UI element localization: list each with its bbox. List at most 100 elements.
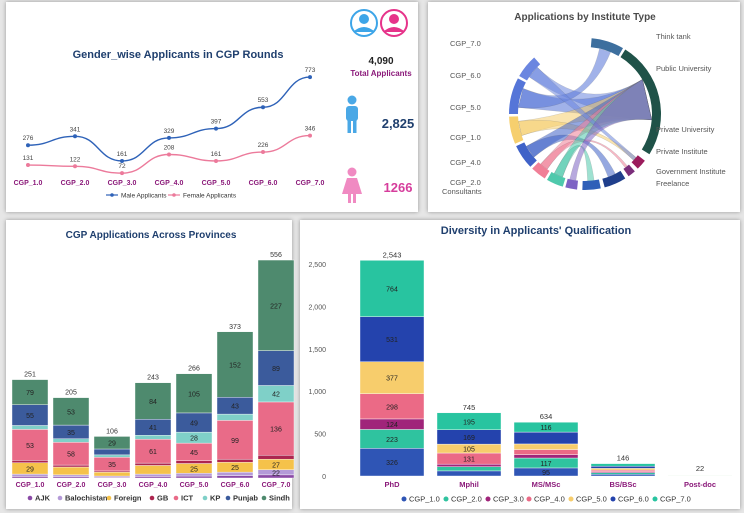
data-label: 553 <box>258 97 269 104</box>
segment-label: 124 <box>386 422 398 429</box>
chord-node-label: Public University <box>656 64 712 73</box>
bar-segment <box>134 382 172 420</box>
segment-label: 35 <box>67 430 75 437</box>
legend-label: Sindh <box>269 494 290 503</box>
bar-segment <box>134 476 172 479</box>
segment-label: 377 <box>386 376 398 383</box>
segment-label: 27 <box>272 462 280 469</box>
segment-label: 169 <box>463 435 475 442</box>
chord-arc-right <box>623 164 635 177</box>
data-label: 773 <box>305 67 316 74</box>
chord-arc-left <box>565 178 578 190</box>
segment-label: 152 <box>229 363 241 370</box>
bar-segment <box>359 393 425 420</box>
data-point <box>261 105 265 110</box>
data-label: 276 <box>23 135 34 142</box>
bar-segment <box>175 473 213 477</box>
data-point <box>261 150 265 155</box>
segment-label: 53 <box>67 409 75 416</box>
institute-panel: Applications by Institute Type CGP_7.0 CGP… <box>428 2 740 212</box>
x-tick-label: CGP_1.0 <box>16 482 45 489</box>
legend-marker <box>261 495 267 501</box>
chord-arc-right <box>631 155 645 169</box>
legend-marker <box>526 496 532 502</box>
bar-segment <box>134 465 172 475</box>
male-count: 2,825 <box>382 116 415 131</box>
bar-segment <box>52 466 90 476</box>
bar-segment <box>216 331 254 398</box>
legend-marker <box>27 495 33 501</box>
bar-segment <box>93 454 131 458</box>
legend-label: Foreign <box>114 494 142 503</box>
bar-total-label: 146 <box>617 454 630 463</box>
legend-marker <box>443 496 449 502</box>
segment-label: 105 <box>188 391 200 398</box>
y-tick-label: 1,500 <box>308 347 326 354</box>
y-tick-label: 2,500 <box>308 262 326 269</box>
female-figure-dress <box>342 178 362 194</box>
chord-node-label: Think tank <box>656 32 691 41</box>
male-figure-leg <box>347 120 351 133</box>
x-tick-label: CGP_5.0 <box>202 180 231 187</box>
bar-segment <box>590 463 656 467</box>
bar-segment <box>590 474 656 477</box>
legend-label: CGP_2.0 <box>451 495 482 504</box>
chord-node-label: CGP_1.0 <box>450 133 481 142</box>
segment-label: 117 <box>540 461 551 468</box>
institute-chord-chart: Applications by Institute Type CGP_7.0 CGP… <box>442 12 726 196</box>
chord-arc-left <box>547 172 566 187</box>
x-tick-label: CGP_5.0 <box>180 482 209 489</box>
legend-label: CGP_3.0 <box>493 495 524 504</box>
provinces-panel: CGP Applications Across Provinces 29 53 55 7… <box>6 220 295 509</box>
data-point <box>167 135 171 140</box>
y-tick-label: 500 <box>314 432 326 439</box>
legend-marker <box>610 496 616 502</box>
legend-label: KP <box>210 494 220 503</box>
chart-title: Gender_wise Applicants in CGP Rounds <box>73 49 284 61</box>
bar-segment <box>513 431 579 445</box>
male-figure-icon <box>347 95 357 105</box>
segment-label: 531 <box>386 337 398 344</box>
segment-label: 43 <box>231 404 239 411</box>
chart-title: Diversity in Applicants' Qualification <box>441 225 632 237</box>
x-tick-label: CGP_1.0 <box>14 180 43 187</box>
data-point <box>73 134 77 139</box>
segment-label: 58 <box>67 452 75 459</box>
chord-arc-right <box>590 38 623 56</box>
bar-segment <box>216 413 254 421</box>
bar-segment <box>175 373 213 414</box>
segment-label: 29 <box>26 466 34 473</box>
data-label: 122 <box>70 156 81 163</box>
bar-segment <box>436 412 502 430</box>
bar-segment <box>93 471 131 477</box>
x-tick-label: Mphil <box>459 480 479 489</box>
legend-marker <box>57 495 63 501</box>
x-tick-label: CGP_3.0 <box>98 482 127 489</box>
segment-label: 223 <box>386 437 398 444</box>
bar-segment <box>216 471 254 476</box>
x-tick-label: CGP_2.0 <box>61 180 90 187</box>
data-label: 208 <box>164 145 175 152</box>
bar-segment <box>52 438 90 443</box>
bar-segment <box>436 470 502 477</box>
bar-segment <box>216 420 254 460</box>
legend-marker <box>652 496 658 502</box>
bar-segment <box>590 468 656 471</box>
segment-label: 95 <box>542 470 550 477</box>
bar-segment <box>11 425 49 430</box>
male-avatar-body <box>353 27 375 32</box>
x-tick-label: CGP_6.0 <box>249 180 278 187</box>
chord-arc-right <box>602 170 626 188</box>
bar-segment <box>175 475 213 479</box>
data-point <box>26 143 30 148</box>
legend-label: Punjab <box>233 494 258 503</box>
bar-segment <box>11 379 49 405</box>
bar-segment <box>590 469 656 472</box>
segment-label: 195 <box>463 419 475 426</box>
bar-segment <box>257 401 295 456</box>
bar-segment <box>52 397 90 426</box>
chord-node-label: CGP_6.0 <box>450 71 481 80</box>
data-point <box>26 163 30 168</box>
total-label: Total Applicants <box>350 69 412 78</box>
provinces-bar-chart: CGP Applications Across Provinces 29 53 55 7… <box>11 230 295 503</box>
